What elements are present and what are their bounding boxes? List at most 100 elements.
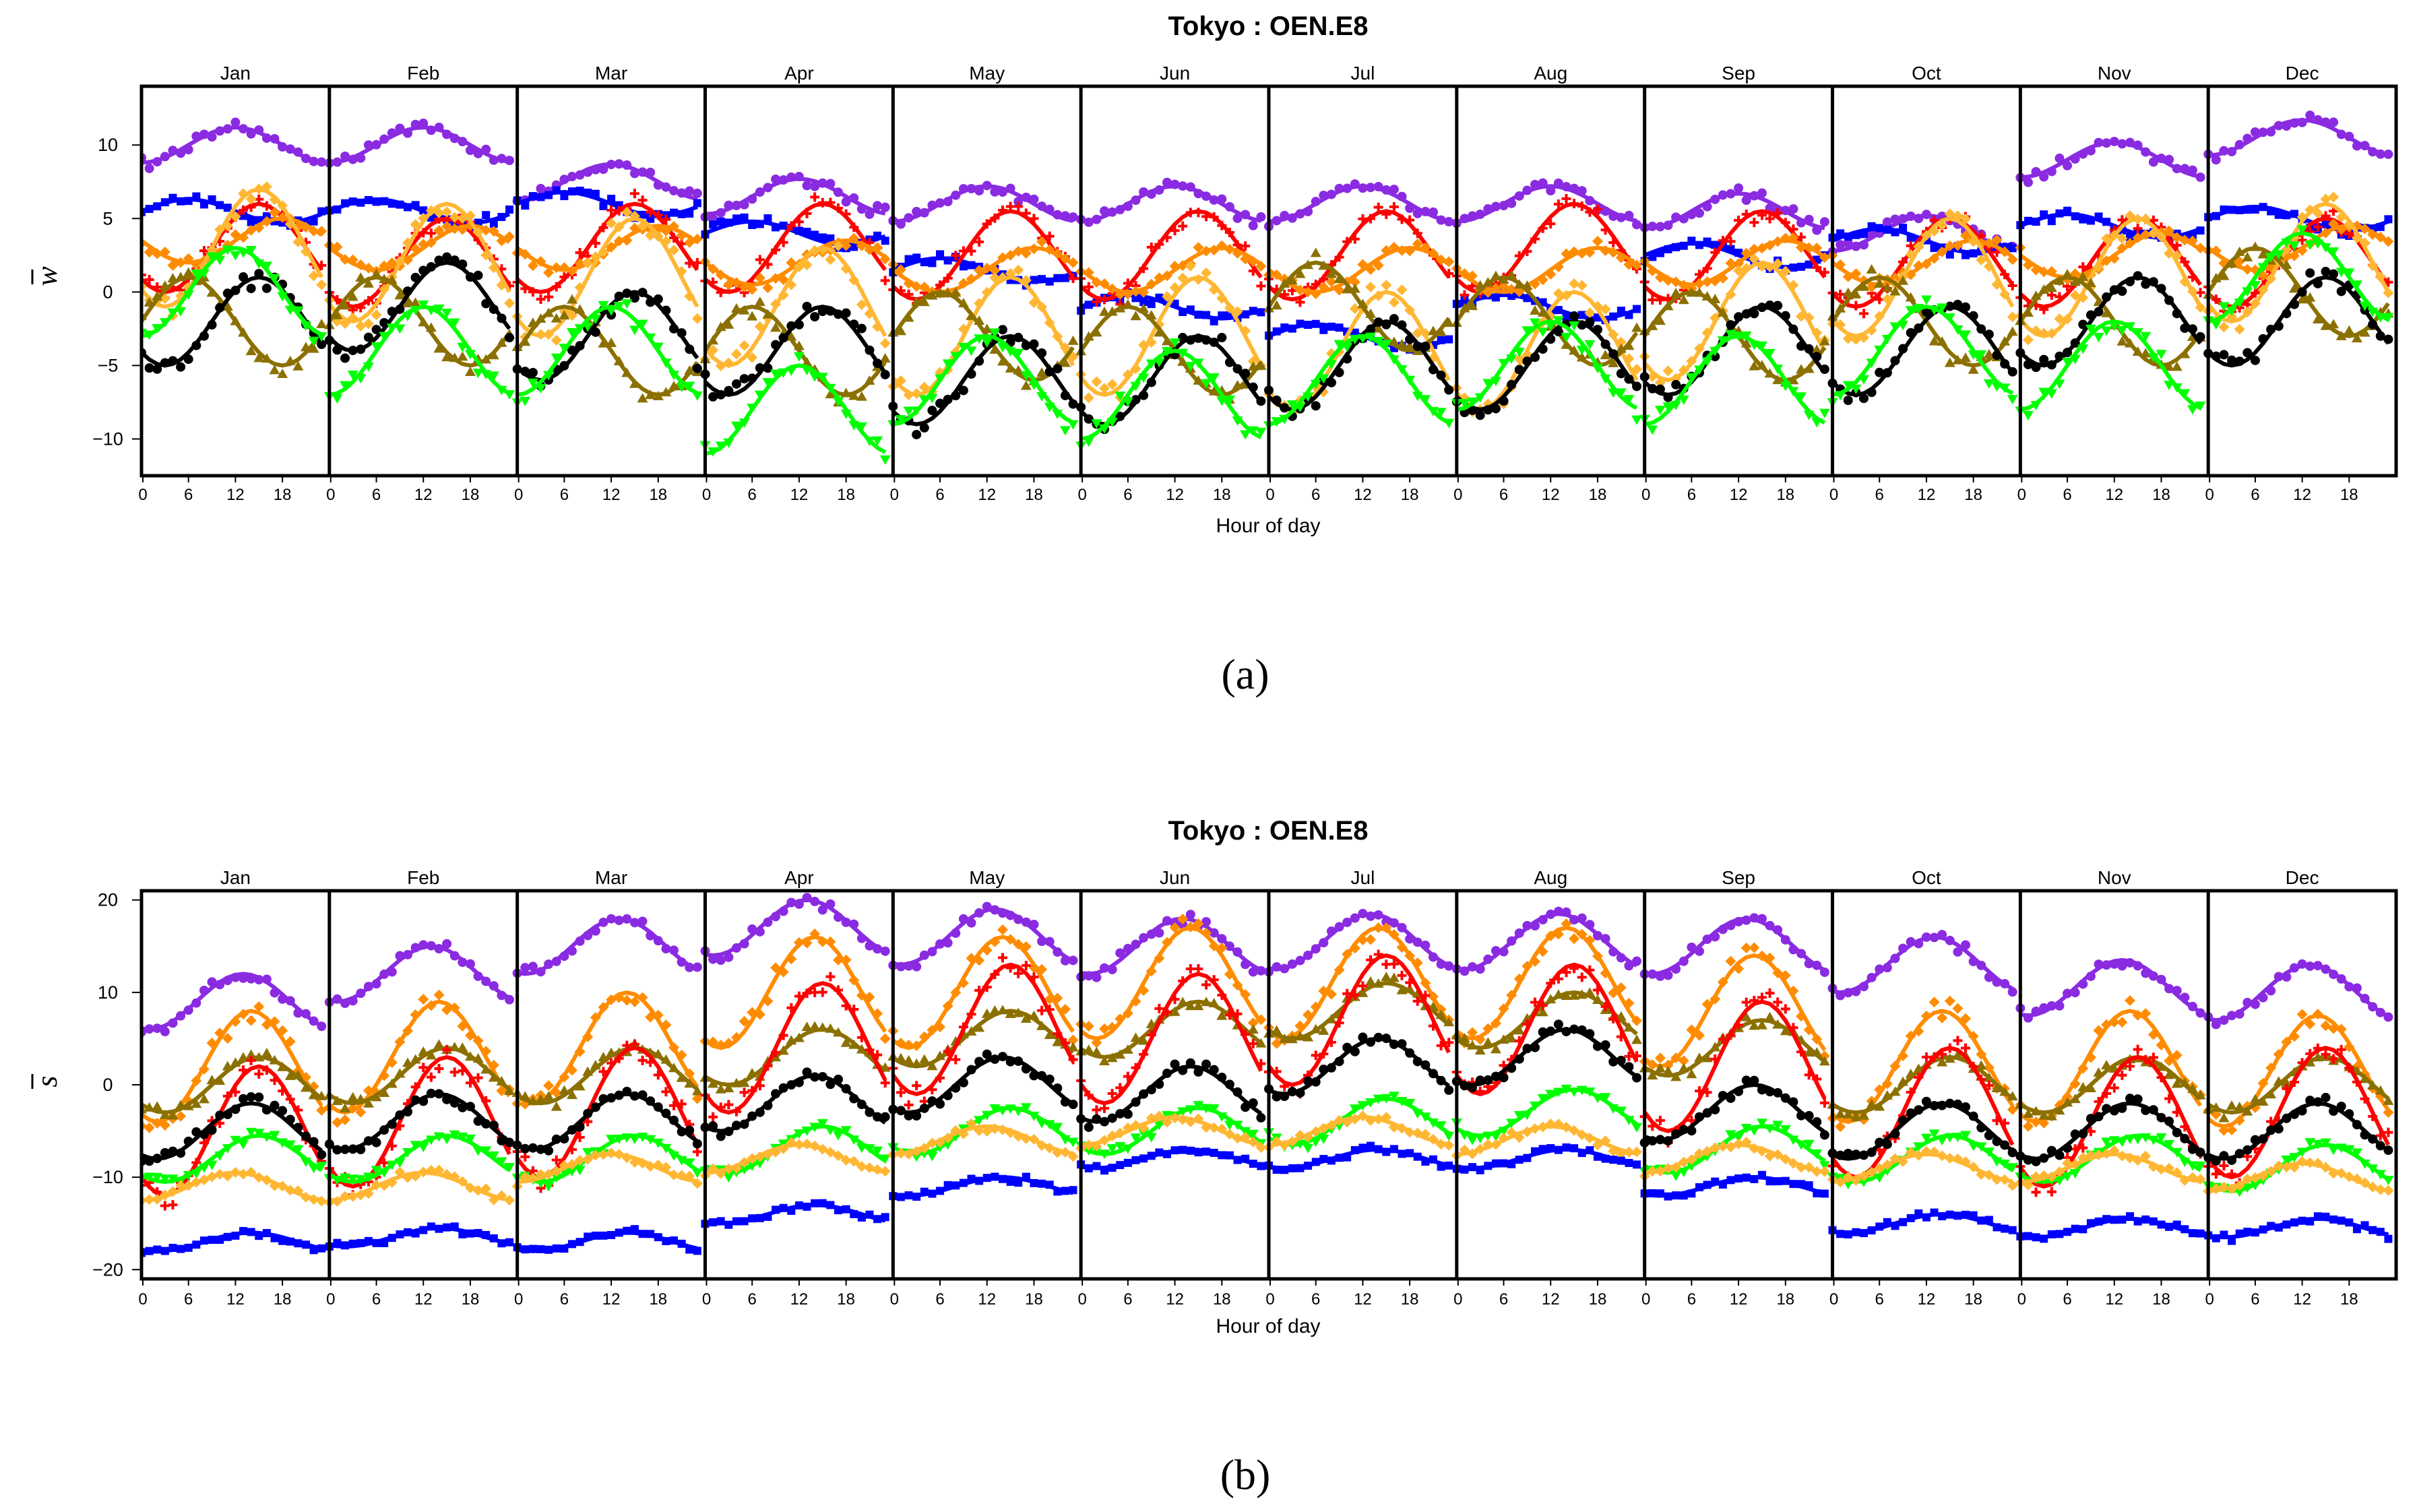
data-point-orange <box>1388 241 1400 253</box>
data-point-purple <box>497 990 507 1001</box>
data-point-red <box>1749 995 1759 1005</box>
data-point-blue <box>2369 1226 2377 1234</box>
data-point-black <box>1491 404 1501 414</box>
data-point-olive <box>911 296 922 307</box>
data-point-blue <box>1491 1159 1500 1168</box>
data-point-orange <box>801 937 813 949</box>
data-point-black <box>1929 1100 1939 1110</box>
data-point-blue <box>607 1230 616 1239</box>
data-point-orange <box>1247 1017 1259 1029</box>
data-point-red <box>1914 1072 1924 1082</box>
data-point-black <box>817 1071 827 1081</box>
data-point-olive <box>1803 1046 1815 1057</box>
data-point-red <box>1350 234 1360 244</box>
data-point-orange <box>488 226 499 237</box>
data-point-olive <box>637 393 648 403</box>
data-point-black <box>1217 332 1227 342</box>
data-point-olive <box>496 1075 507 1085</box>
data-point-blue <box>1633 1160 1641 1169</box>
data-point-black <box>935 1099 945 1109</box>
data-point-gold <box>2156 231 2167 243</box>
data-point-olive <box>2030 290 2042 301</box>
data-point-gold <box>535 1168 546 1180</box>
data-point-purple <box>583 167 593 177</box>
data-point-blue <box>2055 1230 2064 1238</box>
data-point-orange <box>1482 1023 1494 1034</box>
data-point-black <box>1890 1129 1900 1139</box>
data-point-blue <box>1672 1191 1681 1200</box>
data-point-olive <box>1623 1021 1635 1032</box>
data-point-purple <box>1929 933 1939 943</box>
month-label: Oct <box>1912 63 1941 84</box>
data-point-gold <box>1889 1153 1901 1164</box>
data-point-blue <box>1421 1157 1430 1166</box>
data-point-blue <box>208 195 216 203</box>
data-point-green <box>2242 1183 2253 1193</box>
data-point-blue <box>1413 1152 1422 1161</box>
month-label: Dec <box>2286 63 2319 84</box>
data-point-green <box>191 1169 202 1179</box>
data-point-purple <box>559 175 569 185</box>
data-point-gold <box>2218 321 2230 333</box>
data-point-blue <box>748 220 757 229</box>
data-point-purple <box>2023 1013 2033 1023</box>
data-point-orange <box>159 1119 170 1131</box>
data-point-black <box>1561 1026 1571 1036</box>
data-point-orange <box>1412 957 1423 968</box>
data-point-olive <box>1404 983 1416 993</box>
data-point-blue <box>1022 1172 1030 1181</box>
data-point-orange <box>1201 245 1212 257</box>
data-point-orange <box>606 241 617 253</box>
data-point-red <box>927 1085 937 1095</box>
data-point-olive <box>1898 275 1909 285</box>
data-point-green <box>1803 410 1815 420</box>
data-point-purple <box>817 905 827 915</box>
panel-a-y-axis-label: w <box>30 266 63 286</box>
data-point-black <box>1867 1147 1877 1158</box>
data-point-olive <box>230 315 241 325</box>
data-point-green <box>1013 348 1024 358</box>
data-point-red <box>1906 1087 1916 1097</box>
data-point-gold <box>284 218 296 230</box>
data-point-orange <box>786 257 797 268</box>
data-point-blue <box>1664 245 1672 253</box>
data-point-black <box>2211 1156 2221 1166</box>
data-point-red <box>1044 231 1055 241</box>
data-point-green <box>559 344 570 354</box>
data-point-olive <box>997 356 1008 366</box>
data-point-purple <box>1992 977 2002 987</box>
data-point-purple <box>2187 165 2197 175</box>
data-point-green <box>261 1132 272 1142</box>
data-point-green <box>1106 418 1118 428</box>
data-point-olive <box>363 278 374 288</box>
data-point-red <box>2148 215 2158 225</box>
data-point-gold <box>1788 280 1799 291</box>
data-point-green <box>418 1143 429 1153</box>
data-point-gold <box>786 1137 797 1148</box>
data-point-blue <box>1867 1226 1876 1235</box>
data-point-purple <box>2172 986 2182 996</box>
data-point-olive <box>1944 1053 1955 1063</box>
data-point-blue <box>1437 1162 1445 1171</box>
data-point-olive <box>1303 259 1314 270</box>
data-point-red <box>1139 1049 1149 1059</box>
data-point-gold <box>2085 1149 2096 1161</box>
data-point-purple <box>834 187 844 197</box>
data-point-red <box>646 1057 656 1067</box>
data-point-orange <box>402 1025 414 1036</box>
data-point-orange <box>1835 259 1846 270</box>
data-point-green <box>535 384 546 394</box>
data-point-orange <box>2132 232 2143 243</box>
data-point-black <box>708 1121 718 1131</box>
data-point-blue <box>1515 1156 1524 1164</box>
data-point-black <box>747 1111 757 1121</box>
data-point-black <box>865 1107 875 1117</box>
data-point-orange <box>684 237 695 248</box>
data-point-purple <box>1867 972 1877 982</box>
data-point-olive <box>1976 1060 1987 1070</box>
data-point-green <box>2335 267 2347 278</box>
data-point-orange <box>1670 276 1682 288</box>
data-point-olive <box>1294 268 1306 278</box>
data-point-olive <box>1013 1007 1024 1017</box>
data-point-gold <box>1662 1163 1674 1174</box>
